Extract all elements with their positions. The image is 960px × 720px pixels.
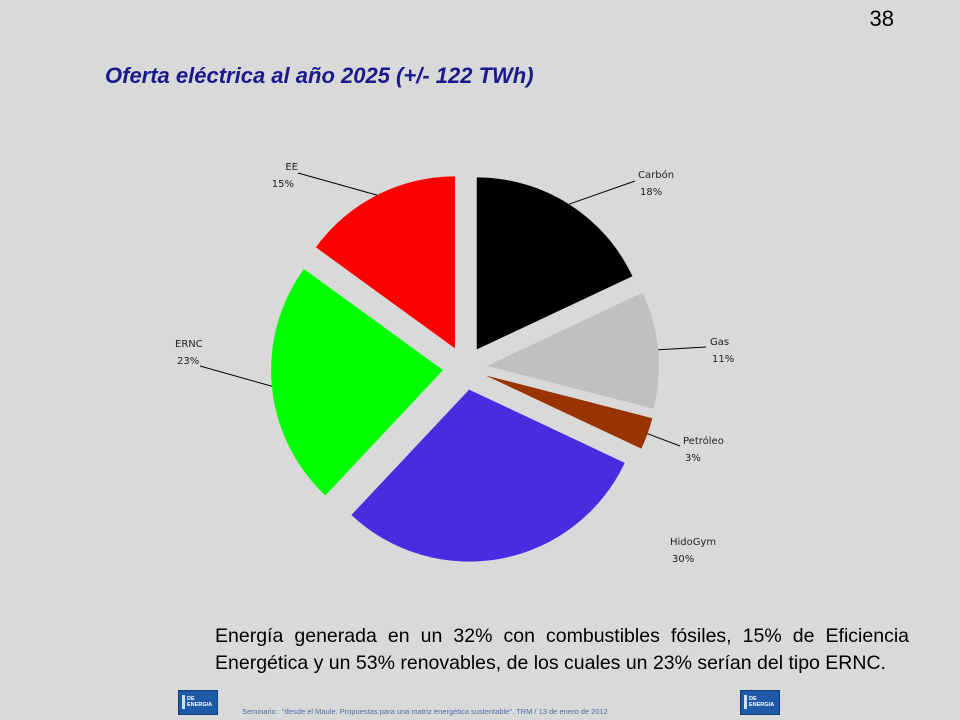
data-label-ee: EE 15% xyxy=(272,162,298,190)
leader-line-ee xyxy=(297,172,378,196)
pie-slice-carbon xyxy=(476,177,633,350)
data-label-gas: Gas 11% xyxy=(710,337,734,365)
data-label-petroleo: Petróleo 3% xyxy=(683,435,724,464)
pie-slice-ernc xyxy=(271,268,444,496)
leader-line-petroleo xyxy=(647,433,681,447)
data-label-ernc: ERNC 23% xyxy=(175,339,203,367)
footer-text: Seminario : "desde el Maule. Propuestas … xyxy=(242,707,608,716)
pie-slice-hidogym xyxy=(351,389,625,562)
data-label-carbon: Carbón 18% xyxy=(638,169,674,198)
pie-slice-ee xyxy=(315,176,456,349)
ministry-logo-left: DE ENERGIA xyxy=(178,690,218,715)
summary-text: Energía generada en un 32% con combustib… xyxy=(215,625,909,674)
leader-line-ernc xyxy=(199,365,272,387)
leader-line-carbon xyxy=(568,180,636,205)
pie-slice-gas xyxy=(486,292,659,409)
data-label-hidogym: HidoGym 30% xyxy=(670,537,716,565)
pie-slice-petroleo xyxy=(485,375,653,449)
ministry-logo-right: DE ENERGIA xyxy=(740,690,780,715)
chart-title: Oferta eléctrica al año 2025 (+/- 122 TW… xyxy=(105,63,534,88)
slide-number: 38 xyxy=(869,6,894,31)
leader-line-gas xyxy=(658,346,707,351)
